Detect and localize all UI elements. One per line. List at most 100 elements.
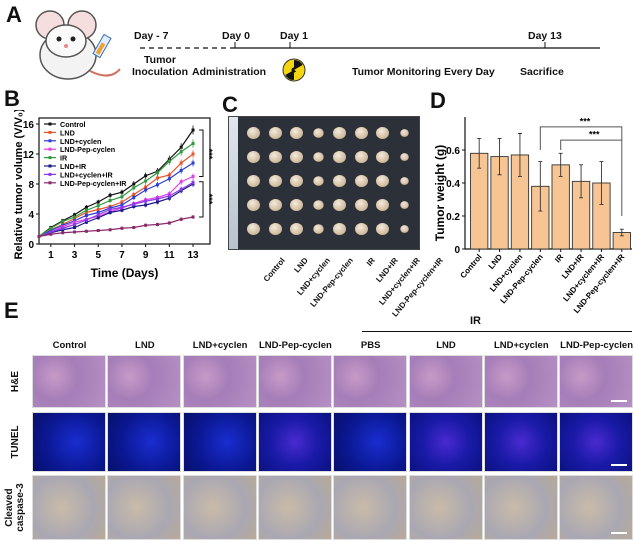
row-label: TUNEL — [10, 425, 21, 459]
row-label: Cleaved caspase-3 — [4, 483, 26, 532]
tumor-specimen — [333, 199, 346, 211]
panel-b-label: B — [4, 86, 20, 111]
data-point — [155, 200, 159, 204]
x-tick-label: Control — [459, 253, 484, 281]
data-point — [120, 226, 124, 230]
data-point — [179, 217, 183, 221]
scale-bar — [611, 464, 628, 466]
significance-bracket-1 — [539, 126, 623, 216]
data-point — [155, 171, 159, 175]
data-point — [120, 200, 124, 204]
column-header: LND-Pep-cyclen — [258, 340, 332, 351]
significance-stars: *** — [589, 130, 600, 140]
data-point — [108, 228, 112, 232]
data-point — [179, 150, 183, 154]
tumor-specimen — [290, 199, 303, 211]
data-point — [120, 205, 124, 209]
tumor-specimen — [290, 151, 303, 163]
tunel-micrograph — [483, 412, 558, 472]
tumor-specimen — [312, 176, 324, 186]
data-point — [84, 218, 88, 222]
casp-micrograph — [333, 475, 408, 540]
series-line-LND — [38, 153, 194, 238]
series-line-LND+cyclen — [38, 162, 194, 238]
data-point — [84, 208, 88, 212]
x-tick-label: LND — [487, 252, 505, 271]
casp-micrograph — [483, 475, 558, 540]
error-bar — [497, 138, 502, 176]
data-point — [179, 180, 183, 184]
error-bar — [579, 164, 584, 199]
data-point — [108, 208, 112, 211]
excised-tumors-photo — [228, 116, 420, 250]
tumor-specimen — [399, 225, 409, 233]
significance-bracket-2 — [560, 139, 622, 150]
x-tick-label: 13 — [187, 250, 199, 261]
error-bar — [599, 161, 604, 205]
tumor-specimen — [354, 151, 368, 163]
he-micrograph — [257, 355, 332, 408]
tumor-specimen — [247, 175, 260, 187]
y-tick-label: 0 — [28, 240, 34, 251]
casp-micrograph — [408, 475, 483, 540]
column-header: LND+cyclen — [493, 340, 549, 351]
radiation-icon — [282, 58, 306, 82]
legend-entry: LND+IR — [60, 162, 87, 171]
legend-entry: LND+cyclen+IR — [60, 170, 114, 179]
data-point — [167, 173, 171, 177]
tumor-specimen — [312, 128, 324, 138]
timeline-day-1: Day 1 — [280, 30, 309, 42]
data-point — [155, 197, 159, 201]
tunel-micrograph — [32, 412, 106, 472]
x-tick-label: 3 — [72, 250, 78, 261]
data-point — [155, 183, 159, 187]
x-axis-label: Time (Days) — [91, 266, 159, 280]
data-point — [96, 211, 100, 214]
x-tick-label: 1 — [48, 250, 54, 261]
he-micrograph — [107, 355, 182, 408]
data-point — [108, 199, 112, 202]
data-point — [191, 142, 195, 145]
data-point — [132, 202, 136, 206]
series-line-IR — [38, 143, 194, 237]
data-point — [96, 213, 100, 217]
y-tick-label: 16 — [23, 120, 35, 131]
panel-d-label: D — [430, 88, 446, 113]
ir-header: IR — [470, 315, 481, 327]
tumor-specimen — [376, 223, 389, 235]
bar-IR — [551, 164, 570, 250]
tunel-micrograph — [333, 412, 408, 472]
legend-marker — [48, 139, 52, 143]
he-micrograph — [32, 355, 106, 408]
data-point — [144, 199, 148, 203]
timeline-day-0: Day 0 — [222, 30, 251, 42]
data-point — [132, 226, 136, 229]
data-point — [191, 175, 195, 178]
tumor-specimen — [376, 151, 389, 163]
data-point — [120, 190, 124, 194]
tumor-specimen — [333, 151, 346, 163]
tumor-specimen — [399, 129, 409, 137]
legend-marker — [48, 181, 52, 185]
x-tick-label: 7 — [119, 250, 125, 261]
y-axis-label: Relative tumor volume (V/V₀) — [13, 110, 25, 260]
data-point — [61, 231, 65, 235]
significance-stars: *** — [580, 116, 591, 126]
data-point — [167, 160, 171, 163]
significance-bracket-top — [199, 129, 204, 177]
tunel-micrograph — [257, 412, 332, 472]
scale-bar — [611, 400, 628, 402]
data-point — [167, 221, 171, 225]
legend-marker — [48, 147, 52, 151]
tumor-specimen — [290, 127, 303, 139]
data-point — [179, 145, 183, 149]
y-tick-label: 12 — [23, 150, 35, 161]
tumor-specimen — [268, 223, 282, 235]
legend-marker — [48, 130, 52, 134]
y-axis-label: Tumor weight (g) — [433, 145, 447, 241]
data-point — [49, 230, 53, 234]
tumor-specimen — [268, 199, 282, 211]
data-point — [73, 230, 77, 234]
